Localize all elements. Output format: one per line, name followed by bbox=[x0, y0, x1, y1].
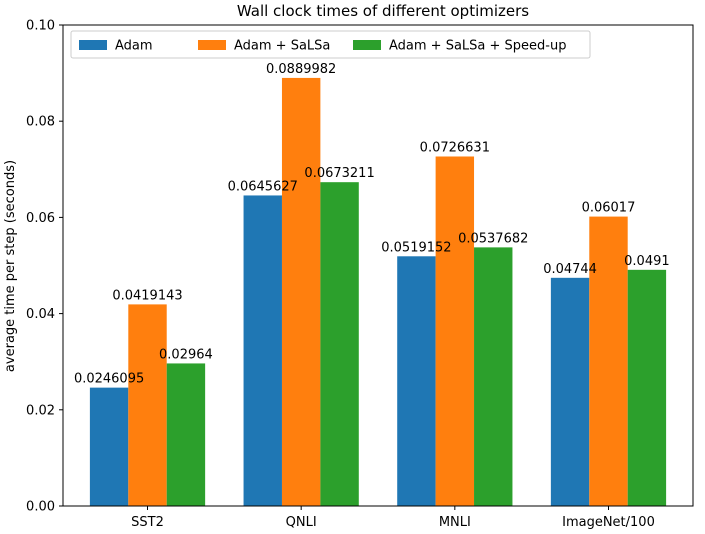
data-label: 0.04744 bbox=[543, 262, 597, 277]
bar bbox=[243, 195, 282, 506]
y-tick-label: 0.06 bbox=[26, 211, 55, 226]
data-label: 0.0491 bbox=[624, 254, 670, 269]
bar bbox=[397, 256, 436, 506]
legend-swatch bbox=[198, 40, 226, 50]
data-label: 0.0645627 bbox=[228, 179, 298, 194]
x-tick-label: MNLI bbox=[439, 515, 471, 530]
axes-frame bbox=[62, 24, 694, 507]
data-label: 0.0537682 bbox=[458, 231, 528, 246]
x-tick-label: QNLI bbox=[286, 515, 317, 530]
legend-label: Adam bbox=[115, 39, 153, 54]
bar bbox=[166, 363, 206, 506]
legend: Adam Adam + SaLSa Adam + SaLSa + Speed-up bbox=[70, 30, 591, 59]
data-label: 0.0889982 bbox=[266, 62, 336, 77]
data-label: 0.0419143 bbox=[112, 288, 182, 303]
chart-title: Wall clock times of different optimizers bbox=[237, 2, 529, 20]
bar bbox=[128, 304, 167, 506]
x-tick-label: SST2 bbox=[131, 515, 164, 530]
plot-area: 0.0246095 0.0645627 0.0519152 0.04744 0.0419… bbox=[26, 19, 694, 530]
legend-swatch bbox=[353, 40, 381, 50]
y-tick-label: 0.04 bbox=[26, 307, 55, 322]
bar bbox=[550, 277, 590, 506]
bar bbox=[589, 216, 628, 506]
bar bbox=[627, 269, 667, 506]
bar bbox=[474, 247, 513, 507]
y-tick-label: 0.08 bbox=[26, 115, 55, 130]
bar bbox=[89, 387, 129, 506]
x-tick-label: ImageNet/100 bbox=[562, 515, 655, 530]
data-label: 0.02964 bbox=[159, 347, 213, 362]
y-tick-label: 0.02 bbox=[26, 403, 55, 418]
data-label: 0.0519152 bbox=[381, 240, 451, 255]
legend-label: Adam + SaLSa bbox=[234, 39, 330, 54]
bar bbox=[435, 156, 475, 507]
y-axis-label: average time per step (seconds) bbox=[3, 160, 18, 372]
data-label: 0.0726631 bbox=[420, 140, 490, 155]
bar bbox=[281, 77, 321, 507]
data-label: 0.0246095 bbox=[74, 372, 144, 387]
bar bbox=[320, 182, 359, 506]
y-tick-label: 0.10 bbox=[26, 19, 55, 34]
y-tick-label: 0.00 bbox=[26, 500, 55, 515]
data-label: 0.0673211 bbox=[304, 166, 374, 181]
legend-swatch bbox=[79, 40, 107, 50]
legend-label: Adam + SaLSa + Speed-up bbox=[389, 39, 566, 54]
data-label: 0.06017 bbox=[582, 201, 636, 216]
legend-box bbox=[70, 30, 591, 59]
